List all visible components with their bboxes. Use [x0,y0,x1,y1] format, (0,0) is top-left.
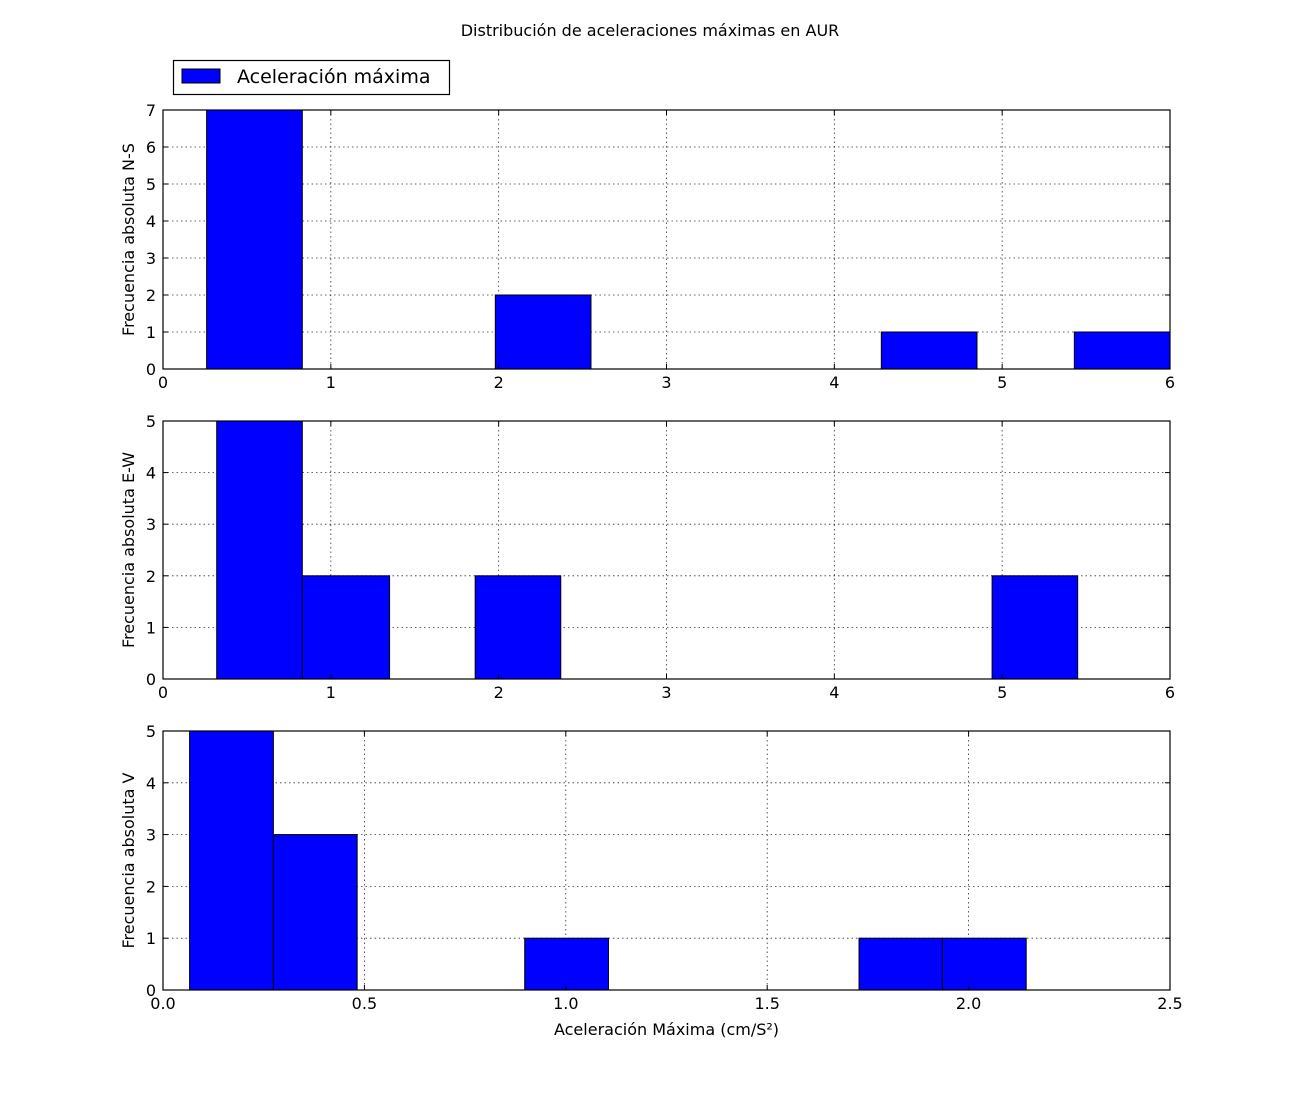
x-tick-label: 2 [494,373,504,392]
x-tick-label: 2 [494,683,504,702]
histogram-bar [941,937,1027,991]
y-tick-label: 0 [146,981,156,1000]
histogram-bar [524,937,609,991]
legend-label: Aceleración máxima [237,66,430,88]
y-tick-label: 0 [146,670,156,689]
histogram-bar [474,575,562,680]
x-tick-label: 0 [158,373,168,392]
y-axis-title: Frecuencia absoluta E-W [119,452,138,648]
histogram-bar [272,834,358,991]
histogram-bar [858,937,943,991]
y-tick-label: 5 [146,722,156,741]
x-tick-label: 5 [997,373,1007,392]
legend: Aceleración máxima [172,59,451,96]
x-tick-label: 1 [326,373,336,392]
y-tick-label: 5 [146,412,156,431]
x-tick-label: 1 [326,683,336,702]
x-tick-label: 4 [829,373,839,392]
histogram-bar [189,730,274,991]
y-axis-title: Frecuencia absoluta N-S [119,143,138,336]
y-tick-label: 3 [146,515,156,534]
x-tick-label: 2.0 [956,994,981,1013]
axes-frame [162,730,1171,991]
x-tick-label: 6 [1165,683,1175,702]
y-tick-label: 1 [146,618,156,637]
x-tick-label: 0.0 [150,994,175,1013]
y-tick-label: 2 [146,286,156,305]
histogram-bar [1073,331,1171,370]
y-tick-label: 5 [146,175,156,194]
grid [163,110,1170,369]
y-tick-label: 7 [146,101,156,120]
y-tick-label: 3 [146,249,156,268]
figure-title: Distribución de aceleraciones máximas en… [461,21,840,40]
histogram-bar [301,575,391,680]
y-tick-label: 4 [146,212,156,231]
histogram-bar [216,420,303,680]
histogram-bar [880,331,978,370]
x-tick-label: 5 [997,683,1007,702]
axes-frame [162,109,1171,370]
subplot-v: 0.0 0.5 1.0 1.5 2.0 2.5 0 1 2 3 4 5 Frecuencia absol… [119,722,1183,1039]
y-tick-label: 4 [146,464,156,483]
subplot-n-s: 0 1 2 3 4 5 6 0 1 2 3 4 5 6 7 Frecuencia absoluta N-S [119,101,1175,392]
x-tick-label: 3 [661,683,671,702]
y-tick-label: 6 [146,138,156,157]
x-tick-label: 2.5 [1157,994,1182,1013]
x-tick-label: 0.5 [352,994,377,1013]
x-tick-label: 6 [1165,373,1175,392]
y-tick-label: 1 [146,323,156,342]
y-tick-label: 2 [146,567,156,586]
histogram-bar [991,575,1079,680]
histogram-bar [206,109,303,370]
y-tick-label: 1 [146,929,156,948]
x-tick-label: 1.0 [553,994,578,1013]
y-tick-label: 3 [146,826,156,845]
x-tick-label: 4 [829,683,839,702]
x-axis-title: Aceleración Máxima (cm/S²) [554,1020,779,1039]
x-tick-label: 0 [158,683,168,702]
x-tick-label: 1.5 [754,994,779,1013]
legend-swatch [181,68,221,84]
histogram-bar [494,294,592,370]
y-tick-label: 0 [146,360,156,379]
subplot-panels: 0 1 2 3 4 5 6 0 1 2 3 4 5 6 7 Frecuencia absoluta N-S 0 1… [119,101,1183,1039]
subplot-e-w: 0 1 2 3 4 5 6 0 1 2 3 4 5 Frecuencia absoluta E-W [119,412,1175,702]
x-tick-label: 3 [661,373,671,392]
y-tick-label: 2 [146,877,156,896]
y-axis-title: Frecuencia absoluta V [119,772,138,948]
y-tick-label: 4 [146,774,156,793]
